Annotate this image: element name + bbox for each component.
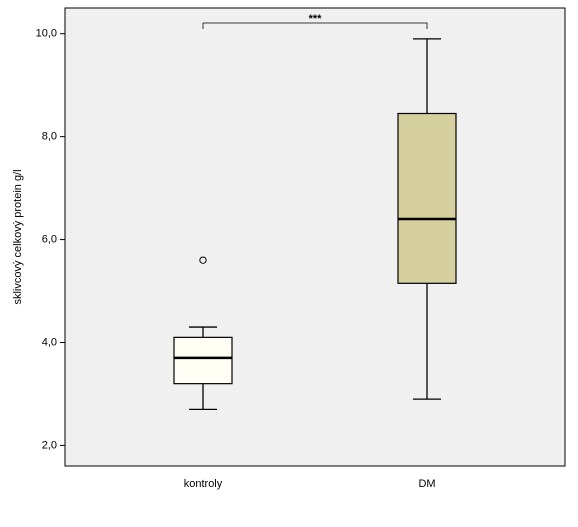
box [173, 336, 233, 385]
plot-area [64, 7, 566, 467]
outlier [199, 256, 207, 264]
y-tick-label: 6,0 [42, 233, 57, 245]
box [397, 112, 457, 284]
x-tick-label: kontroly [184, 478, 223, 490]
y-tick-label: 10,0 [36, 28, 57, 40]
y-tick-label: 8,0 [42, 131, 57, 143]
annotation: *** [309, 13, 323, 25]
y-tick-label: 2,0 [42, 439, 57, 451]
significance-bracket [202, 22, 428, 29]
x-tick-label: DM [418, 478, 435, 490]
y-axis-label: sklivcový celkový protein g/l [12, 169, 24, 304]
y-tick-label: 4,0 [42, 336, 57, 348]
